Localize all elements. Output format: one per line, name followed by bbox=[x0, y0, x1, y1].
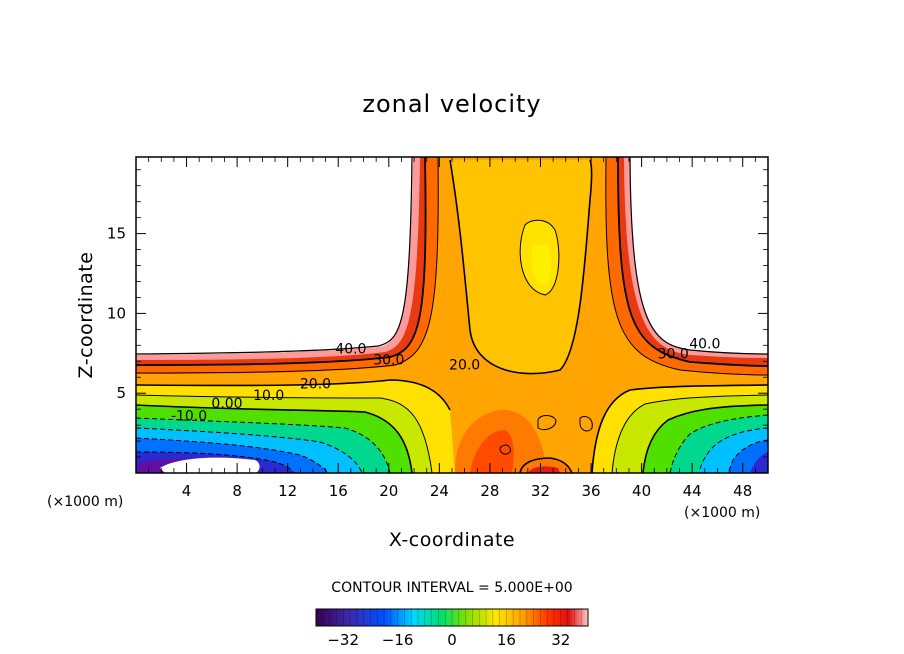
contour-label: 40.0 bbox=[335, 342, 366, 358]
x-left-unit-label: (×1000 m) bbox=[47, 494, 123, 510]
x-tick-label: 44 bbox=[683, 482, 702, 500]
colorbar-tick-label: 32 bbox=[551, 631, 570, 649]
contour-label: 30.0 bbox=[373, 353, 404, 369]
x-tick-label: 32 bbox=[531, 482, 550, 500]
contour-label: 20.0 bbox=[449, 357, 480, 373]
contour-label: -10.0 bbox=[171, 409, 207, 425]
x-tick-label: 28 bbox=[480, 482, 499, 500]
colorbar-tick-label: 0 bbox=[447, 631, 457, 649]
x-tick-label: 4 bbox=[182, 482, 192, 500]
x-axis-ticks: 4 8 12 16 20 24 28 32 36 40 44 48 bbox=[148, 157, 756, 500]
colorbar-tick-label: −32 bbox=[327, 631, 359, 649]
heatmap-field bbox=[136, 157, 768, 473]
colorbar-tick-label: 16 bbox=[497, 631, 516, 649]
contour-label: 20.0 bbox=[300, 377, 331, 393]
contour-label: 30.0 bbox=[658, 346, 689, 362]
colorbar-segment-lines bbox=[322, 609, 582, 626]
y-axis-label: Z-coordinate bbox=[75, 252, 97, 379]
x-tick-label: 48 bbox=[733, 482, 752, 500]
contour-interval-text: CONTOUR INTERVAL = 5.000E+00 bbox=[331, 580, 572, 596]
x-tick-label: 24 bbox=[430, 482, 449, 500]
x-tick-label: 36 bbox=[581, 482, 600, 500]
contour-label: 40.0 bbox=[689, 337, 720, 353]
colorbar-gradient bbox=[315, 608, 589, 627]
x-right-unit-label: (×1000 m) bbox=[684, 505, 760, 521]
x-tick-label: 40 bbox=[632, 482, 651, 500]
x-axis-label: X-coordinate bbox=[389, 529, 515, 551]
chart-title: zonal velocity bbox=[362, 90, 541, 118]
y-tick-label: 15 bbox=[107, 225, 126, 243]
colorbar: −32 −16 0 16 32 bbox=[315, 608, 589, 649]
colorbar-tick-label: −16 bbox=[382, 631, 414, 649]
contour-labels: 40.030.020.010.00.00-10.020.030.040.0 bbox=[171, 337, 720, 425]
contour-label: 0.00 bbox=[211, 396, 242, 412]
contour-lines bbox=[136, 157, 768, 473]
x-tick-label: 20 bbox=[379, 482, 398, 500]
x-tick-label: 8 bbox=[232, 482, 242, 500]
y-axis-ticks: 5 10 15 bbox=[107, 169, 768, 458]
x-tick-label: 12 bbox=[278, 482, 297, 500]
x-tick-label: 16 bbox=[329, 482, 348, 500]
colorbar-tick-labels: −32 −16 0 16 32 bbox=[327, 631, 570, 649]
y-tick-label: 10 bbox=[107, 304, 126, 322]
contour-label: 10.0 bbox=[253, 388, 284, 404]
y-tick-label: 5 bbox=[116, 384, 126, 402]
